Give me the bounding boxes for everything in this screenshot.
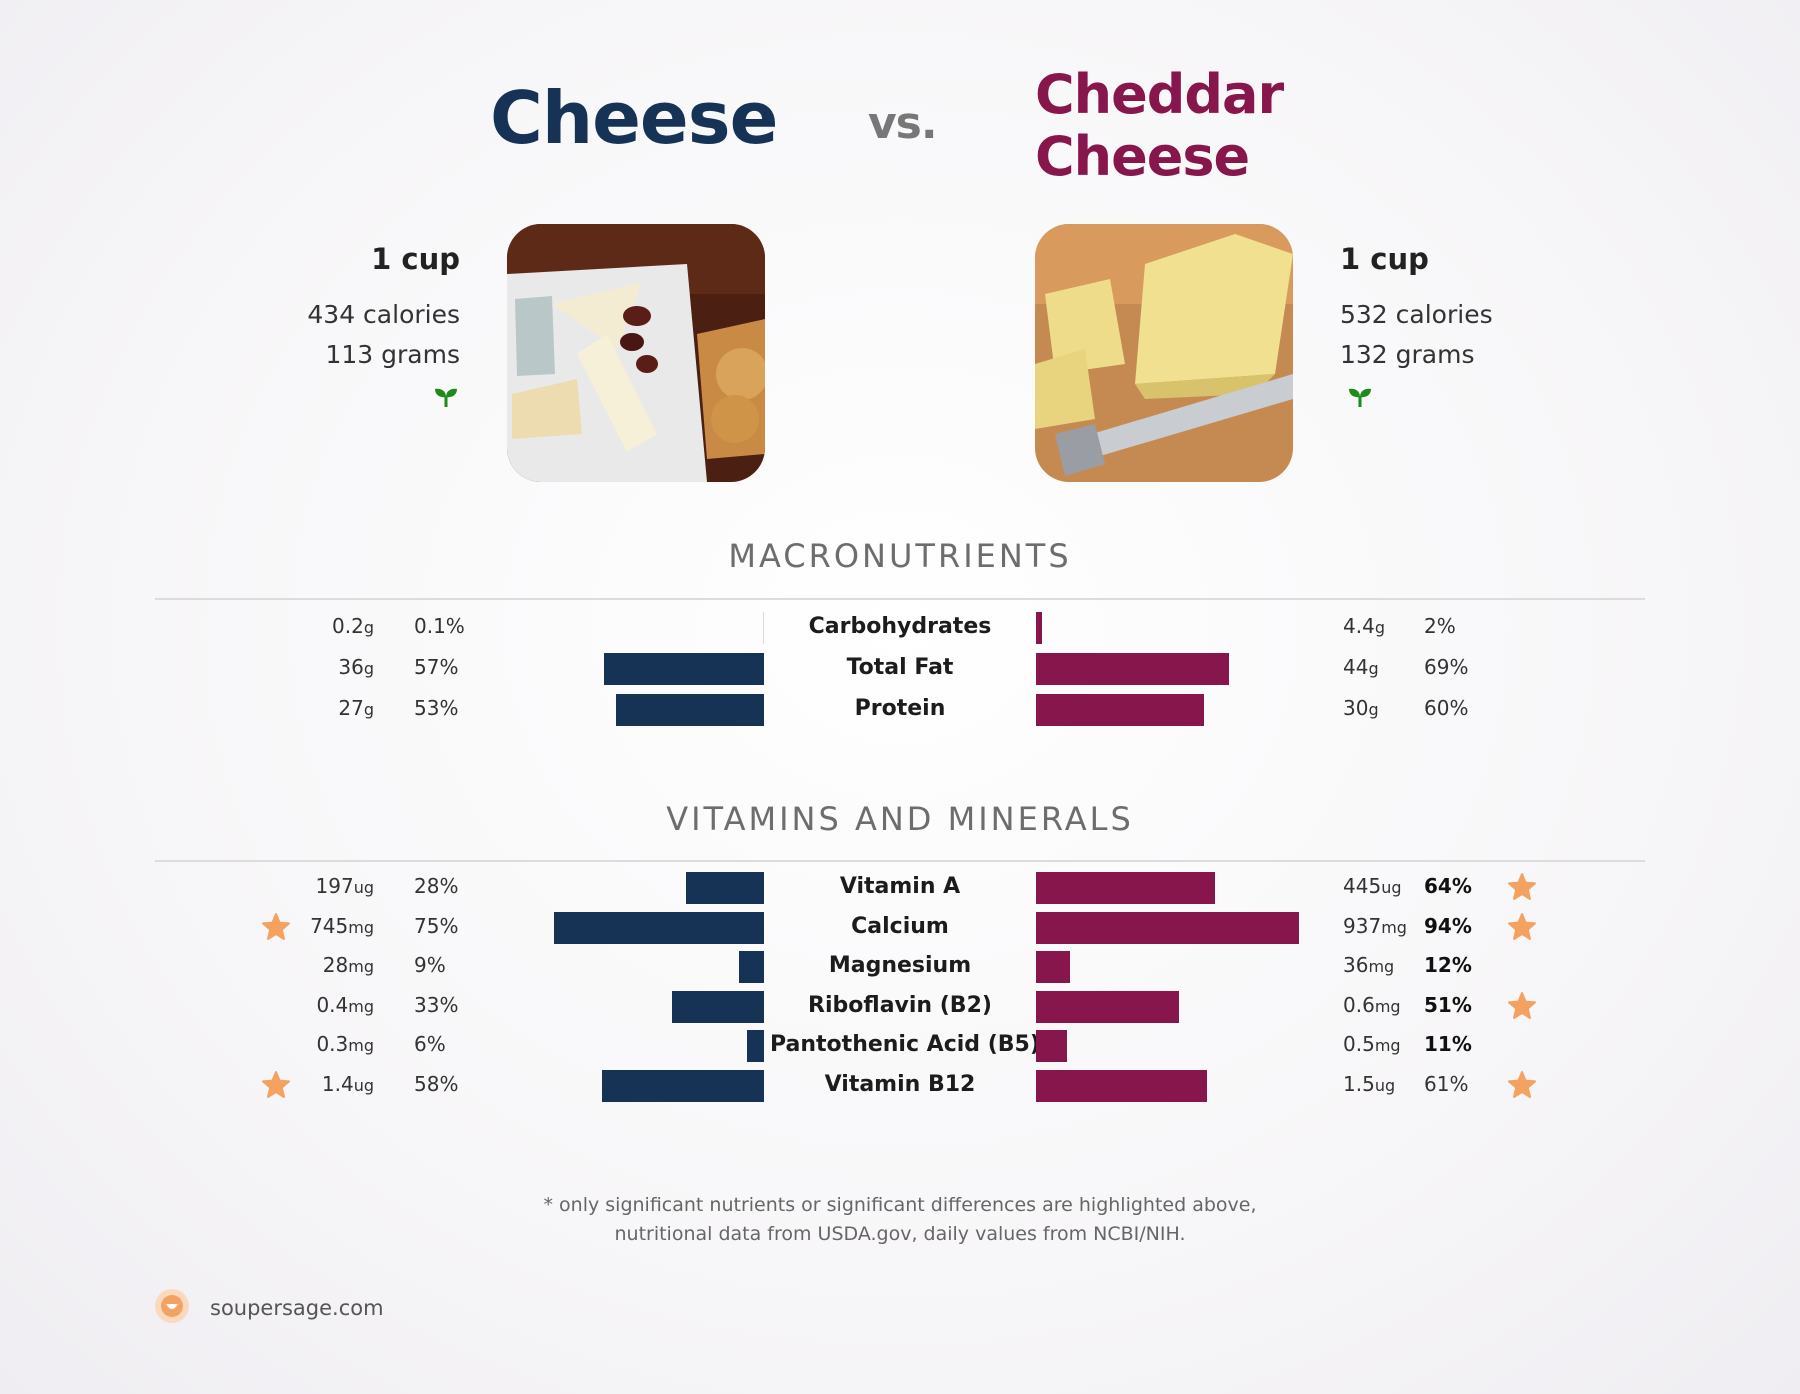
cheddar-cheese-amount: 30g <box>1343 696 1379 720</box>
star-icon <box>1508 1070 1536 1098</box>
cheddar-cheese-bar <box>1036 694 1204 726</box>
cheddar-cheese-bar <box>1036 653 1230 685</box>
right-title-line2: Cheese <box>1035 125 1250 188</box>
macronutrients-divider <box>155 598 1645 600</box>
cheese-amount: 27g <box>338 696 374 720</box>
cheddar-cheese-daily-value: 51% <box>1424 992 1472 1017</box>
cheddar-cheese-bar <box>1036 1030 1067 1062</box>
cheddar-cheese-amount: 1.5ug <box>1343 1071 1396 1096</box>
cheddar-cheese-amount: 0.5mg <box>1343 1032 1401 1056</box>
cheese-amount: 0.4mg <box>316 992 374 1017</box>
right-food-title: Cheddar Cheese <box>1035 64 1375 188</box>
cheese-amount: 28mg <box>322 953 374 977</box>
brand-link[interactable]: soupersage.com <box>210 1296 384 1320</box>
cheese-amount: 0.3mg <box>316 1032 374 1056</box>
cheese-bar <box>747 1030 764 1062</box>
nutrient-label: Vitamin A <box>839 874 961 899</box>
cheddar-cheese-amount: 4.4g <box>1343 614 1385 638</box>
cheese-daily-value: 0.1% <box>414 614 465 638</box>
sprout-icon <box>1349 388 1371 407</box>
vitamins-minerals-divider <box>155 860 1645 862</box>
cheddar-cheese-amount: 0.6mg <box>1343 992 1401 1017</box>
cheese-daily-value: 28% <box>414 874 459 898</box>
cheddar-cheese-daily-value: 2% <box>1424 614 1456 638</box>
cheddar-cheese-daily-value: 94% <box>1424 913 1472 938</box>
cheddar-cheese-daily-value: 69% <box>1424 655 1469 679</box>
cheese-bar <box>738 951 764 983</box>
cheddar-cheese-photo <box>1035 224 1293 482</box>
cheddar-cheese-bar <box>1036 911 1300 944</box>
cheese-daily-value: 75% <box>414 913 459 938</box>
macronutrients-heading: MACRONUTRIENTS <box>728 537 1072 575</box>
soupersage-logo-icon <box>155 1289 189 1323</box>
cheese-daily-value: 53% <box>414 696 459 720</box>
cheese-bar <box>601 1069 764 1102</box>
cheddar-cheese-amount: 937mg <box>1343 913 1407 938</box>
cheddar-cheese-daily-value: 61% <box>1424 1071 1469 1096</box>
right-title-line1: Cheddar <box>1035 63 1284 126</box>
left-calories: 434 calories <box>307 300 460 329</box>
cheese-bar <box>763 612 764 644</box>
cheese-photo <box>507 224 765 482</box>
cheddar-cheese-bar <box>1036 951 1070 983</box>
nutrient-label: Magnesium <box>828 953 972 978</box>
cheese-bar <box>554 911 764 944</box>
cheese-amount: 197ug <box>315 874 374 898</box>
left-serving: 1 cup <box>371 242 460 276</box>
cheddar-cheese-bar <box>1036 612 1042 644</box>
left-food-title: Cheese <box>490 76 778 160</box>
star-icon <box>262 912 290 940</box>
cheddar-cheese-amount: 44g <box>1343 655 1379 679</box>
cheese-bar <box>615 694 764 726</box>
nutrient-label: Calcium <box>851 913 949 939</box>
right-serving: 1 cup <box>1340 242 1429 276</box>
cheddar-cheese-amount: 445ug <box>1343 874 1402 898</box>
nutrient-label: Total Fat <box>846 655 954 680</box>
right-grams: 132 grams <box>1340 340 1475 369</box>
cheddar-cheese-amount: 36mg <box>1343 953 1395 977</box>
footnote-line1: * only significant nutrients or signific… <box>543 1194 1257 1216</box>
cheese-daily-value: 6% <box>414 1032 446 1056</box>
cheddar-cheese-daily-value: 60% <box>1424 696 1469 720</box>
star-icon <box>1508 873 1536 900</box>
cheese-amount: 1.4ug <box>321 1071 374 1096</box>
left-grams: 113 grams <box>325 340 460 369</box>
nutrient-label: Protein <box>854 696 946 721</box>
cheddar-cheese-daily-value: 11% <box>1424 1032 1472 1056</box>
star-icon <box>1508 912 1536 940</box>
footnote-line2: nutritional data from USDA.gov, daily va… <box>614 1223 1186 1245</box>
cheese-daily-value: 33% <box>414 992 459 1017</box>
star-icon <box>262 1070 290 1098</box>
cheese-daily-value: 9% <box>414 953 446 977</box>
vs-label: vs. <box>868 98 938 149</box>
cheese-bar <box>685 872 764 904</box>
nutrient-label: Vitamin B12 <box>824 1071 976 1097</box>
cheddar-cheese-bar <box>1036 872 1216 904</box>
cheese-amount: 745mg <box>310 913 374 938</box>
cheese-bar <box>604 653 764 685</box>
star-icon <box>1508 991 1536 1019</box>
nutrient-label: Carbohydrates <box>808 614 992 639</box>
cheddar-cheese-daily-value: 64% <box>1424 874 1472 898</box>
vitamins-minerals-heading: VITAMINS AND MINERALS <box>666 800 1134 838</box>
right-calories: 532 calories <box>1340 300 1493 329</box>
sprout-icon <box>435 388 457 407</box>
cheese-amount: 0.2g <box>332 614 374 638</box>
cheddar-cheese-daily-value: 12% <box>1424 953 1472 977</box>
nutrient-label: Riboflavin (B2) <box>808 992 992 1018</box>
cheese-daily-value: 58% <box>414 1071 459 1096</box>
cheddar-cheese-bar <box>1036 990 1179 1023</box>
cheese-amount: 36g <box>338 655 374 679</box>
cheese-daily-value: 57% <box>414 655 459 679</box>
cheddar-cheese-bar <box>1036 1069 1207 1102</box>
cheese-bar <box>671 990 764 1023</box>
nutrient-label: Pantothenic Acid (B5) <box>770 1032 1040 1057</box>
